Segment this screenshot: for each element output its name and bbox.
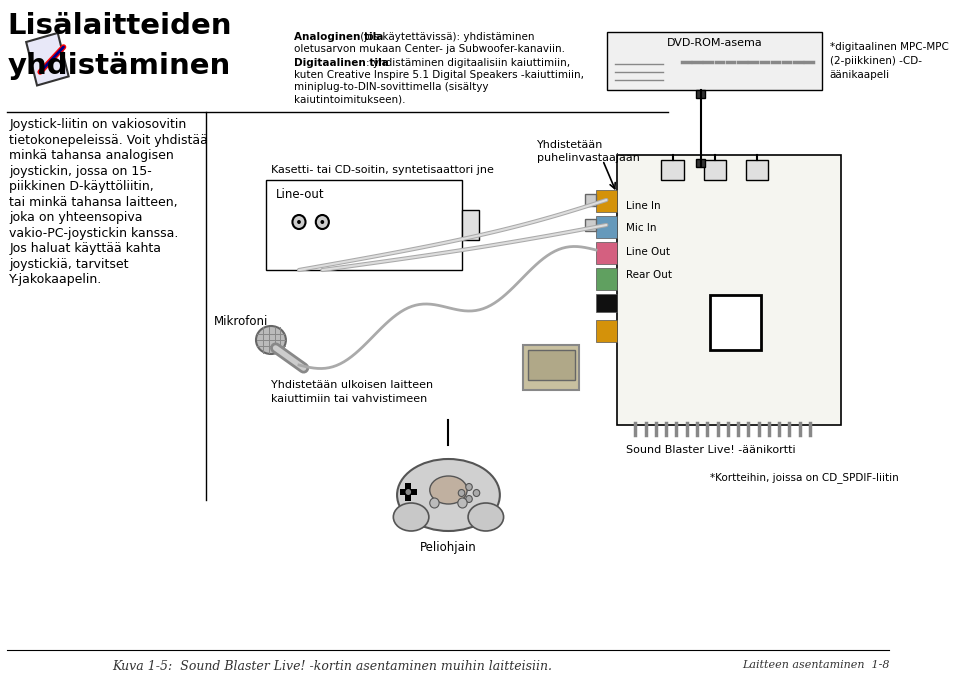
Circle shape	[405, 489, 411, 495]
Text: Digitaalinen tila: Digitaalinen tila	[295, 58, 389, 68]
Text: Sound Blaster Live! -äänikortti: Sound Blaster Live! -äänikortti	[626, 445, 796, 455]
Bar	[585, 194, 596, 206]
Text: Analoginen tila: Analoginen tila	[295, 32, 384, 42]
Text: Yhdistetään: Yhdistetään	[538, 140, 604, 150]
Bar	[596, 216, 616, 238]
Circle shape	[458, 489, 465, 496]
Bar	[463, 210, 479, 240]
Circle shape	[321, 220, 324, 224]
Bar	[596, 268, 616, 290]
Text: tietokonepeleissä. Voit yhdistää: tietokonepeleissä. Voit yhdistää	[10, 133, 208, 146]
Text: yhdistäminen: yhdistäminen	[8, 52, 230, 80]
Bar	[266, 180, 463, 270]
Text: Jos haluat käyttää kahta: Jos haluat käyttää kahta	[10, 242, 161, 255]
Bar	[596, 242, 616, 264]
Circle shape	[466, 484, 472, 491]
Bar	[696, 90, 706, 98]
Text: kuten Creative Inspire 5.1 Digital Speakers -kaiuttimiin,: kuten Creative Inspire 5.1 Digital Speak…	[295, 70, 585, 80]
Text: tai minkä tahansa laitteen,: tai minkä tahansa laitteen,	[10, 196, 178, 208]
Bar	[746, 160, 768, 180]
Bar	[528, 350, 575, 380]
Text: Peliohjain: Peliohjain	[420, 541, 477, 554]
Text: vakio-PC-joystickin kanssa.: vakio-PC-joystickin kanssa.	[10, 226, 179, 239]
Text: Line-out: Line-out	[276, 188, 324, 201]
Text: kaiuttimiin tai vahvistimeen: kaiuttimiin tai vahvistimeen	[271, 394, 427, 404]
Text: joystickiä, tarvitset: joystickiä, tarvitset	[10, 257, 129, 271]
Text: Line Out: Line Out	[626, 247, 670, 257]
Text: Yhdistetään ulkoisen laitteen: Yhdistetään ulkoisen laitteen	[271, 380, 433, 390]
Bar	[585, 219, 596, 231]
Circle shape	[297, 220, 300, 224]
Text: *digitaalinen MPC-MPC: *digitaalinen MPC-MPC	[829, 42, 948, 52]
Bar	[696, 159, 706, 167]
Bar	[710, 295, 761, 350]
Text: (jos käytettävissä): yhdistäminen: (jos käytettävissä): yhdistäminen	[357, 32, 535, 42]
Ellipse shape	[256, 326, 286, 354]
Bar	[704, 160, 726, 180]
Text: Kasetti- tai CD-soitin, syntetisaattori jne: Kasetti- tai CD-soitin, syntetisaattori …	[271, 165, 493, 175]
Text: piikkinen D-käyttöliitin,: piikkinen D-käyttöliitin,	[10, 180, 155, 193]
Text: puhelinvastaajaan: puhelinvastaajaan	[538, 153, 640, 163]
Circle shape	[458, 498, 468, 508]
Bar	[596, 294, 616, 312]
Bar	[608, 32, 822, 90]
Bar	[596, 320, 616, 342]
Text: Y-jakokaapelin.: Y-jakokaapelin.	[10, 273, 103, 286]
Circle shape	[316, 215, 329, 229]
Circle shape	[293, 215, 305, 229]
Bar	[400, 489, 417, 495]
Text: äänikaapeli: äänikaapeli	[829, 70, 890, 80]
Text: Rear Out: Rear Out	[626, 270, 672, 280]
Bar	[26, 33, 68, 85]
Text: oletusarvon mukaan Center- ja Subwoofer-kanaviin.: oletusarvon mukaan Center- ja Subwoofer-…	[295, 44, 565, 54]
Text: Laitteen asentaminen  1-8: Laitteen asentaminen 1-8	[742, 660, 890, 670]
Bar	[405, 483, 411, 501]
Text: *Kortteihin, joissa on CD_SPDIF-liitin: *Kortteihin, joissa on CD_SPDIF-liitin	[710, 472, 899, 483]
Circle shape	[473, 489, 480, 496]
Text: joka on yhteensopiva: joka on yhteensopiva	[10, 211, 143, 224]
Circle shape	[466, 496, 472, 502]
Text: Kuva 1-5:  Sound Blaster Live! -kortin asentaminen muihin laitteisiin.: Kuva 1-5: Sound Blaster Live! -kortin as…	[112, 660, 552, 673]
Bar	[661, 160, 684, 180]
Bar	[523, 345, 579, 390]
Text: Lisälaitteiden: Lisälaitteiden	[8, 12, 232, 40]
Text: (2-piikkinen) -CD-: (2-piikkinen) -CD-	[829, 56, 922, 66]
Text: DVD-ROM-asema: DVD-ROM-asema	[667, 38, 762, 48]
Circle shape	[430, 498, 439, 508]
Text: kaiutintoimitukseen).: kaiutintoimitukseen).	[295, 94, 406, 104]
Text: : yhdistäminen digitaalisiin kaiuttimiin,: : yhdistäminen digitaalisiin kaiuttimiin…	[366, 58, 570, 68]
Ellipse shape	[430, 476, 468, 504]
Text: Line In: Line In	[626, 201, 660, 211]
Text: minkä tahansa analogisen: minkä tahansa analogisen	[10, 149, 174, 162]
Bar	[596, 190, 616, 212]
Text: Joystick-liitin on vakiosovitin: Joystick-liitin on vakiosovitin	[10, 118, 186, 131]
Text: Mic In: Mic In	[626, 223, 657, 233]
Text: joystickin, jossa on 15-: joystickin, jossa on 15-	[10, 164, 152, 178]
Text: miniplug-to-DIN-sovittimella (sisältyy: miniplug-to-DIN-sovittimella (sisältyy	[295, 82, 489, 92]
Ellipse shape	[394, 503, 429, 531]
Ellipse shape	[397, 459, 500, 531]
Text: Mikrofoni: Mikrofoni	[214, 315, 269, 328]
Bar	[616, 155, 841, 425]
Ellipse shape	[468, 503, 504, 531]
